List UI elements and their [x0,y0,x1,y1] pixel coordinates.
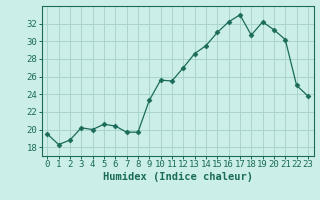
X-axis label: Humidex (Indice chaleur): Humidex (Indice chaleur) [103,172,252,182]
